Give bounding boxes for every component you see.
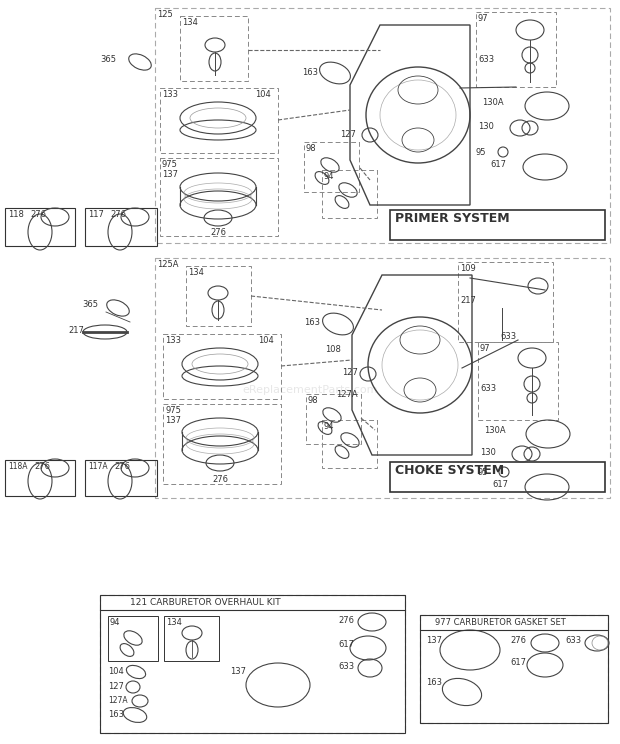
Bar — [85, 460, 157, 496]
Text: 276: 276 — [338, 616, 354, 625]
Text: 163: 163 — [426, 678, 442, 687]
Text: 130: 130 — [478, 122, 494, 131]
Text: 134: 134 — [182, 18, 198, 27]
Text: 633: 633 — [500, 332, 516, 341]
Bar — [100, 595, 405, 733]
Bar — [478, 342, 558, 420]
Bar — [5, 208, 75, 246]
Text: 217: 217 — [460, 296, 476, 305]
Text: 975: 975 — [162, 160, 178, 169]
Text: 127A: 127A — [336, 390, 358, 399]
Text: 117A: 117A — [88, 462, 108, 471]
Text: 130: 130 — [480, 448, 496, 457]
Text: 95: 95 — [478, 468, 489, 477]
Text: 163: 163 — [302, 68, 318, 77]
Text: 975: 975 — [165, 406, 181, 415]
Text: 125: 125 — [157, 10, 173, 19]
Text: 276: 276 — [110, 210, 126, 219]
Text: 94: 94 — [324, 172, 335, 181]
Text: 104: 104 — [258, 336, 274, 345]
Text: 276: 276 — [210, 228, 226, 237]
Text: 163: 163 — [108, 710, 124, 719]
Text: 633: 633 — [478, 55, 494, 64]
Bar — [420, 615, 608, 723]
Text: 98: 98 — [306, 144, 317, 153]
Text: 133: 133 — [165, 336, 181, 345]
Text: 276: 276 — [510, 636, 526, 645]
Text: 276: 276 — [34, 462, 50, 471]
Text: 98: 98 — [308, 396, 319, 405]
Bar — [186, 266, 251, 326]
Text: 276: 276 — [212, 475, 228, 484]
Text: 94: 94 — [110, 618, 120, 627]
Text: 104: 104 — [108, 667, 124, 676]
Text: 97: 97 — [480, 344, 490, 353]
Bar — [155, 8, 610, 243]
Text: 127A: 127A — [108, 696, 128, 705]
Bar — [458, 262, 553, 342]
Text: 276: 276 — [30, 210, 46, 219]
Text: 121 CARBURETOR OVERHAUL KIT: 121 CARBURETOR OVERHAUL KIT — [130, 598, 281, 607]
Text: 137: 137 — [162, 170, 178, 179]
Bar — [180, 16, 248, 81]
Text: 365: 365 — [82, 300, 98, 309]
Text: CHOKE SYSTEM: CHOKE SYSTEM — [395, 464, 504, 477]
Text: 117: 117 — [88, 210, 104, 219]
Bar — [390, 462, 605, 492]
Text: 108: 108 — [325, 345, 341, 354]
Text: 617: 617 — [510, 658, 526, 667]
Bar — [108, 616, 158, 661]
Text: 633: 633 — [338, 662, 354, 671]
Text: 137: 137 — [165, 416, 181, 425]
Text: 163: 163 — [304, 318, 320, 327]
Bar — [160, 158, 278, 236]
Bar — [322, 420, 377, 468]
Text: 125A: 125A — [157, 260, 179, 269]
Text: eReplacementParts.com: eReplacementParts.com — [242, 385, 378, 395]
Text: 617: 617 — [490, 160, 506, 169]
Text: PRIMER SYSTEM: PRIMER SYSTEM — [395, 212, 510, 225]
Bar — [304, 142, 359, 192]
Text: 276: 276 — [114, 462, 130, 471]
Bar — [5, 460, 75, 496]
Text: 118A: 118A — [8, 462, 27, 471]
Bar — [155, 258, 610, 498]
Bar — [160, 88, 278, 153]
Bar — [322, 170, 377, 218]
Text: 977 CARBURETOR GASKET SET: 977 CARBURETOR GASKET SET — [435, 618, 565, 627]
Text: 134: 134 — [166, 618, 182, 627]
Text: 217: 217 — [68, 326, 84, 335]
Bar — [476, 12, 556, 87]
Text: 133: 133 — [162, 90, 178, 99]
Text: 633: 633 — [480, 384, 496, 393]
Text: 95: 95 — [476, 148, 487, 157]
Bar — [306, 394, 361, 444]
Text: 118: 118 — [8, 210, 24, 219]
Text: 365: 365 — [100, 55, 116, 64]
Bar — [420, 615, 608, 723]
Text: 97: 97 — [478, 14, 489, 23]
Bar — [100, 595, 405, 733]
Text: 617: 617 — [492, 480, 508, 489]
Text: 127: 127 — [108, 682, 124, 691]
Text: 633: 633 — [565, 636, 581, 645]
Text: 134: 134 — [188, 268, 204, 277]
Bar — [164, 616, 219, 661]
Text: 104: 104 — [255, 90, 271, 99]
Text: 617: 617 — [338, 640, 354, 649]
Text: 137: 137 — [426, 636, 442, 645]
Bar — [85, 208, 157, 246]
Bar — [390, 210, 605, 240]
Text: 130A: 130A — [484, 426, 506, 435]
Bar — [163, 334, 281, 399]
Text: 109: 109 — [460, 264, 476, 273]
Text: 94: 94 — [324, 422, 335, 431]
Text: 137: 137 — [230, 667, 246, 676]
Text: 127: 127 — [340, 130, 356, 139]
Text: 127: 127 — [342, 368, 358, 377]
Text: 130A: 130A — [482, 98, 503, 107]
Bar — [163, 404, 281, 484]
